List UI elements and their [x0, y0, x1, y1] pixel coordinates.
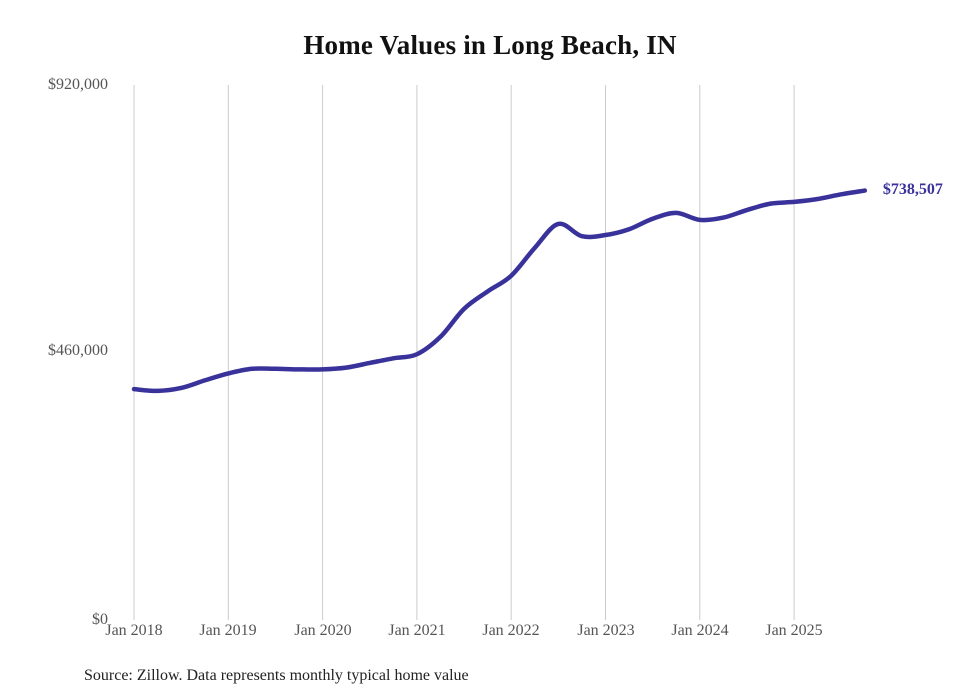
x-tick-label: Jan 2018 — [105, 622, 163, 639]
data-series-group — [131, 188, 868, 394]
x-tick-label: Jan 2024 — [671, 622, 729, 639]
chart-title: Home Values in Long Beach, IN — [303, 30, 677, 60]
y-tick-label: $460,000 — [48, 342, 108, 359]
series-line — [131, 188, 868, 394]
end-value-label: $738,507 — [882, 180, 943, 198]
gridlines-group — [133, 85, 795, 620]
x-tick-label: Jan 2020 — [294, 622, 352, 639]
x-tick-label: Jan 2021 — [388, 622, 446, 639]
y-tick-label: $920,000 — [48, 76, 108, 93]
x-tick-label: Jan 2022 — [482, 622, 540, 639]
y-axis: $920,000 $460,000 $0 — [0, 0, 108, 699]
x-tick-label: Jan 2019 — [199, 622, 257, 639]
x-tick-label: Jan 2025 — [765, 622, 823, 639]
x-tick-label: Jan 2023 — [577, 622, 635, 639]
chart-footnote: Source: Zillow. Data represents monthly … — [84, 667, 469, 684]
y-tick-label: $0 — [92, 611, 108, 628]
